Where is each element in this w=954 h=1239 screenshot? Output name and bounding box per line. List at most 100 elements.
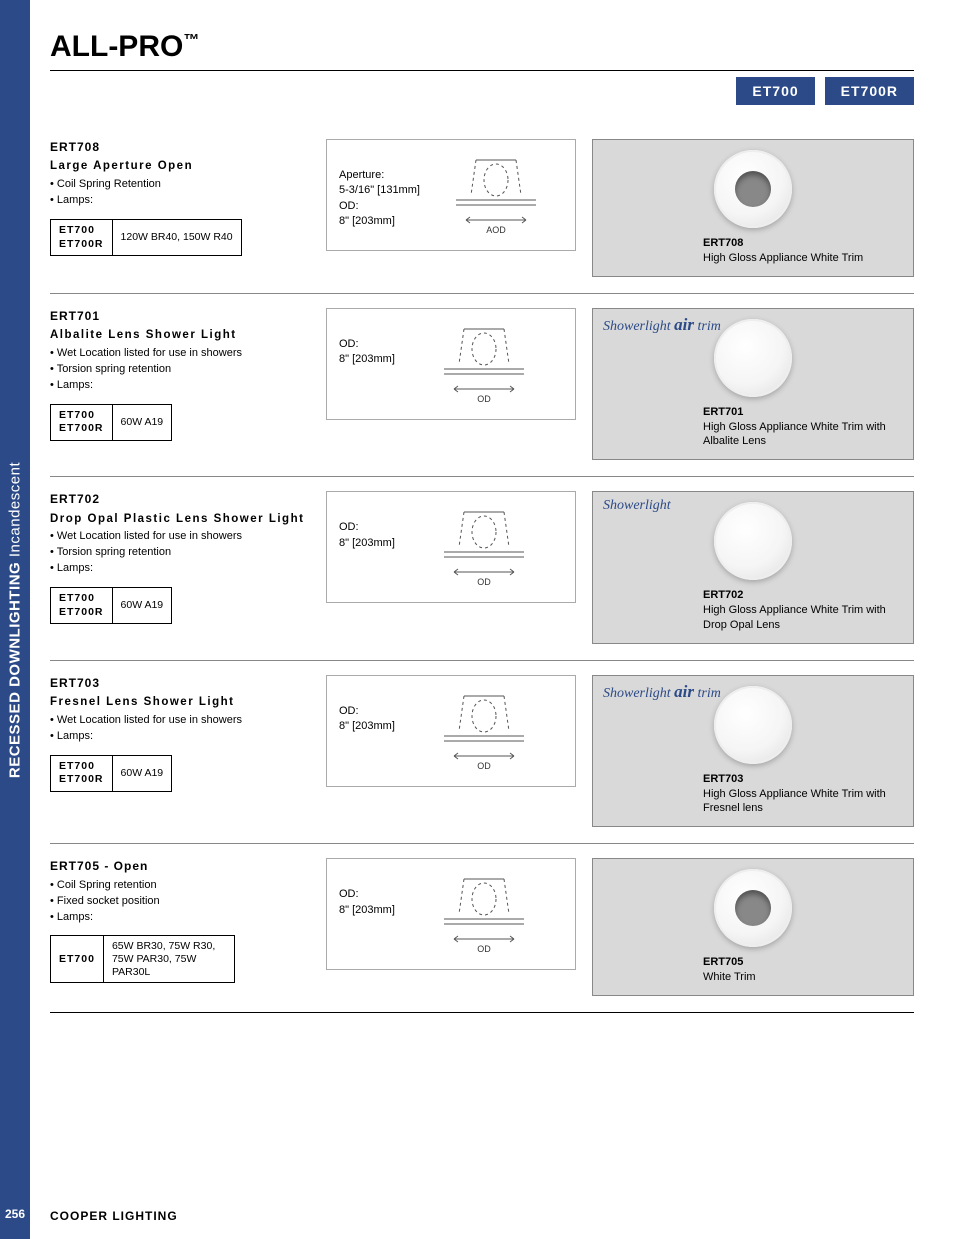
image-caption: ERT702 High Gloss Appliance White Trim w… [603,588,903,633]
dimensions-text: OD:8" [203mm] [339,319,395,368]
lamp-models: ET700 [51,936,104,982]
lamp-value: 60W A19 [113,405,172,440]
svg-text:OD: OD [477,394,491,404]
spec-bullet: Wet Location listed for use in showers [50,529,310,545]
dimension-line: 8" [203mm] [339,214,420,229]
spec-bullet: Wet Location listed for use in showers [50,713,310,729]
footer-brand: COOPER LIGHTING [50,1209,178,1223]
badge-label: Showerlight air trim [603,682,721,702]
caption-code: ERT708 [703,236,903,251]
caption-code: ERT702 [703,588,903,603]
product-row: ERT701 Albalite Lens Shower Light Wet Lo… [50,294,914,478]
tech-drawing: OD [405,869,563,959]
dimensions-text: OD:8" [203mm] [339,869,395,918]
lamp-models: ET700ET700R [51,405,113,440]
spec-column: ERT708 Large Aperture Open Coil Spring R… [50,139,310,256]
dimension-line: 8" [203mm] [339,903,395,918]
dimension-line: OD: [339,337,395,352]
lamp-model: ET700 [59,224,104,238]
lamp-models: ET700ET700R [51,588,113,623]
spec-column: ERT701 Albalite Lens Shower Light Wet Lo… [50,308,310,441]
dimension-line: OD: [339,704,395,719]
dimension-line: OD: [339,199,420,214]
spec-bullet: Lamps: [50,910,310,926]
dimension-line: 8" [203mm] [339,719,395,734]
lamp-model: ET700 [59,760,104,774]
dimensions-text: OD:8" [203mm] [339,686,395,735]
product-code: ERT703 [50,675,310,692]
caption-text: High Gloss Appliance White Trim with Fre… [703,788,886,815]
dimension-line: 5-3/16" [131mm] [339,183,420,198]
svg-text:OD: OD [477,577,491,587]
spec-bullet: Lamps: [50,729,310,745]
lamp-model: ET700 [59,409,104,423]
product-code: ERT705 - Open [50,858,310,875]
trim-circle-icon [714,686,792,764]
page-content: ALL-PRO™ ET700 ET700R ERT708 Large Apert… [50,30,914,1013]
caption-text: High Gloss Appliance White Trim [703,252,863,264]
diagram-column: OD:8" [203mm] OD [326,675,576,787]
image-column: Showerlight air trim ERT703 High Gloss A… [592,675,914,828]
spec-bullet: Lamps: [50,561,310,577]
dimensions-text: OD:8" [203mm] [339,502,395,551]
lamp-model: ET700 [59,953,95,967]
dimension-line: OD: [339,520,395,535]
dimension-line: OD: [339,887,395,902]
lamp-box: ET700ET700R 60W A19 [50,404,172,441]
tech-drawing: AOD [430,150,563,240]
tech-drawing: OD [405,319,563,409]
image-column: ERT705 White Trim [592,858,914,996]
image-caption: ERT703 High Gloss Appliance White Trim w… [603,772,903,817]
caption-code: ERT703 [703,772,903,787]
lamp-model: ET700R [59,238,104,252]
side-tab-bold: RECESSED DOWNLIGHTING [7,561,24,777]
product-row: ERT708 Large Aperture Open Coil Spring R… [50,125,914,294]
caption-text: High Gloss Appliance White Trim with Dro… [703,604,886,631]
product-code: ERT701 [50,308,310,325]
spec-bullet: Coil Spring Retention [50,177,310,193]
product-code: ERT702 [50,491,310,508]
diagram-column: OD:8" [203mm] OD [326,308,576,420]
page-number: 256 [5,1207,25,1221]
tech-drawing: OD [405,502,563,592]
tech-drawing: OD [405,686,563,776]
product-row: ERT703 Fresnel Lens Shower Light Wet Loc… [50,661,914,845]
product-title: Large Aperture Open [50,158,310,175]
lamp-model: ET700R [59,606,104,620]
lamp-value: 65W BR30, 75W R30, 75W PAR30, 75W PAR30L [104,936,234,982]
lamp-value: 120W BR40, 150W R40 [113,220,241,255]
model-tags: ET700 ET700R [50,77,914,105]
caption-code: ERT705 [703,955,903,970]
product-title: Drop Opal Plastic Lens Shower Light [50,511,310,528]
dimensions-text: Aperture:5-3/16" [131mm]OD:8" [203mm] [339,150,420,230]
spec-column: ERT705 - Open Coil Spring retentionFixed… [50,858,310,983]
lamp-model: ET700 [59,592,104,606]
lamp-box: ET700ET700R 60W A19 [50,587,172,624]
trim-image [603,150,903,228]
diagram-column: OD:8" [203mm] OD [326,858,576,970]
products-list: ERT708 Large Aperture Open Coil Spring R… [50,125,914,1013]
product-code: ERT708 [50,139,310,156]
spec-bullet: Wet Location listed for use in showers [50,346,310,362]
spec-bullet: Lamps: [50,378,310,394]
lamp-box: ET700 65W BR30, 75W R30, 75W PAR30, 75W … [50,935,235,983]
svg-text:OD: OD [477,761,491,771]
trim-circle-icon [714,319,792,397]
trim-circle-icon [714,502,792,580]
caption-text: High Gloss Appliance White Trim with Alb… [703,421,886,448]
spec-bullet: Torsion spring retention [50,545,310,561]
side-tab-label: RECESSED DOWNLIGHTING Incandescent [7,461,24,777]
dimension-line: 8" [203mm] [339,536,395,551]
lamp-value: 60W A19 [113,756,172,791]
caption-text: White Trim [703,971,756,983]
spec-bullet: Coil Spring retention [50,878,310,894]
diagram-column: OD:8" [203mm] OD [326,491,576,603]
lamp-model: ET700R [59,773,104,787]
image-caption: ERT708 High Gloss Appliance White Trim [603,236,903,266]
lamp-box: ET700ET700R 60W A19 [50,755,172,792]
caption-code: ERT701 [703,405,903,420]
product-row: ERT705 - Open Coil Spring retentionFixed… [50,844,914,1013]
brand-title: ALL-PRO™ [50,30,914,64]
product-title: Albalite Lens Shower Light [50,327,310,344]
trim-image [603,869,903,947]
